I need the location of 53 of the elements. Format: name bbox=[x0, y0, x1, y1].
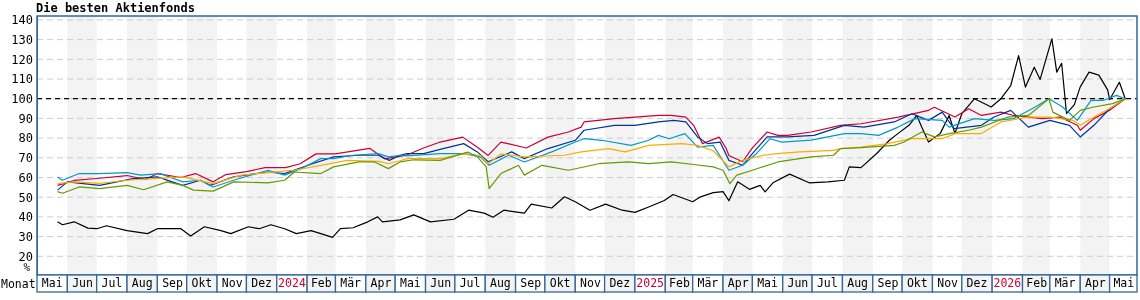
x-tick-label: Mär bbox=[1054, 276, 1076, 291]
x-tick-label: Dez bbox=[251, 276, 272, 291]
x-tick-label: Feb bbox=[1026, 276, 1048, 291]
x-tick-label: Okt bbox=[549, 276, 571, 291]
x-tick-label: Jul bbox=[459, 276, 481, 291]
x-tick-label: Apr bbox=[370, 276, 392, 291]
x-tick-label: Apr bbox=[727, 276, 749, 291]
x-tick-label: Jun bbox=[787, 276, 809, 291]
y-tick-label: 80 bbox=[18, 131, 33, 146]
y-tick-label: 100 bbox=[11, 92, 33, 107]
x-tick-label: Nov bbox=[580, 276, 601, 291]
x-tick-label: 2025 bbox=[636, 276, 664, 291]
y-tick-label: 130 bbox=[11, 32, 33, 47]
x-tick-label: 2026 bbox=[993, 276, 1022, 291]
y-tick-label: 30 bbox=[18, 229, 33, 244]
x-tick-label: Feb bbox=[669, 276, 690, 291]
x-tick-label: Sep bbox=[162, 276, 184, 291]
x-tick-label: Jun bbox=[430, 276, 452, 291]
x-tick-label: Apr bbox=[1085, 276, 1106, 291]
x-tick-label: Mai bbox=[399, 276, 421, 291]
x-tick-label: Mär bbox=[340, 276, 362, 291]
chart-title: Die besten Aktienfonds bbox=[36, 1, 195, 15]
x-tick-label: Aug bbox=[131, 276, 153, 291]
y-tick-label: 70 bbox=[18, 151, 33, 166]
y-tick-label: 60 bbox=[18, 170, 33, 185]
x-tick-label: Mai bbox=[757, 276, 779, 291]
y-tick-label: 90 bbox=[18, 111, 33, 126]
y-tick-label: 140 bbox=[11, 13, 33, 28]
y-tick-label: 120 bbox=[11, 52, 33, 67]
x-tick-label: Dez bbox=[966, 276, 988, 291]
x-tick-label: Aug bbox=[490, 276, 511, 291]
y-tick-label: 50 bbox=[18, 190, 33, 205]
x-tick-label: Dez bbox=[609, 276, 631, 291]
x-tick-label: Okt bbox=[906, 276, 928, 291]
x-tick-label: 2024 bbox=[278, 276, 306, 291]
x-tick-label: Mai bbox=[41, 276, 63, 291]
x-tick-label: Jun bbox=[72, 276, 93, 291]
x-tick-label: Feb bbox=[310, 276, 332, 291]
x-tick-label: Sep bbox=[877, 276, 899, 291]
x-tick-label: Sep bbox=[520, 276, 542, 291]
x-tick-label: Okt bbox=[191, 276, 213, 291]
y-tick-label: 40 bbox=[18, 210, 33, 225]
x-tick-label: Nov bbox=[937, 276, 959, 291]
x-tick-label: Mai bbox=[1113, 276, 1135, 291]
x-tick-label: Jul bbox=[816, 276, 838, 291]
x-tick-label: Jul bbox=[101, 276, 123, 291]
y-tick-label: 110 bbox=[11, 72, 33, 87]
x-tick-label: Nov bbox=[221, 276, 243, 291]
x-tick-label: Mär bbox=[697, 276, 719, 291]
y-tick-label: 20 bbox=[18, 249, 33, 264]
y-axis-title: % bbox=[23, 261, 31, 274]
x-tick-label: Aug bbox=[847, 276, 868, 291]
x-axis-title: Monat bbox=[1, 277, 36, 291]
